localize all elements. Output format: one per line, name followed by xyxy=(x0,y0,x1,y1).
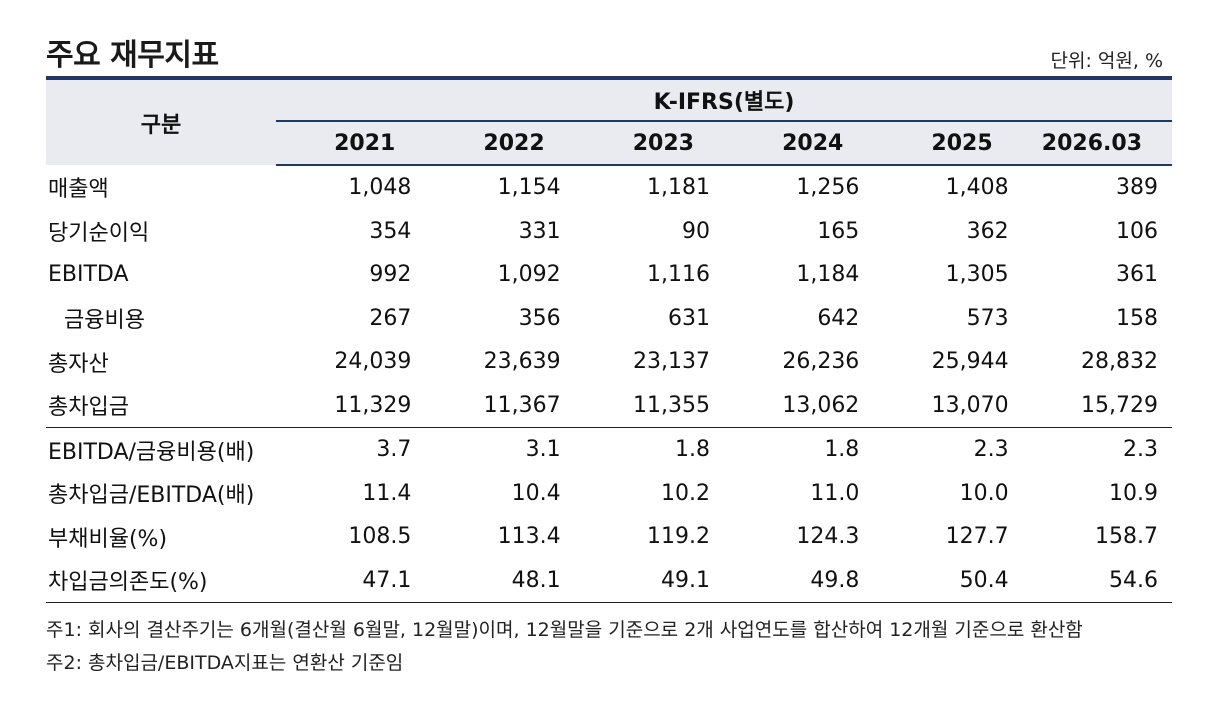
cell-value: 47.1 xyxy=(276,558,426,603)
cell-value: 50.4 xyxy=(873,558,1023,603)
table-row: 매출액 1,048 1,154 1,181 1,256 1,408 389 xyxy=(46,165,1172,210)
cell-value: 10.4 xyxy=(511,480,561,506)
cell-value: 1,181 xyxy=(647,175,710,201)
cell-value: 124.3 xyxy=(796,524,860,550)
row-label: 당기순이익 xyxy=(48,221,150,247)
table-row: 부채비율(%) 108.5 113.4 119.2 124.3 127.7 15… xyxy=(46,515,1172,559)
row-label: 금융비용 xyxy=(64,308,145,334)
cell-value: 106 xyxy=(1116,218,1158,244)
cell-value: 11,329 xyxy=(334,392,412,418)
cell-value: 158.7 xyxy=(1095,524,1158,550)
cell-value: 49.1 xyxy=(574,558,724,603)
table-row: 당기순이익 354 331 90 165 362 106 xyxy=(46,210,1172,254)
cell-value: 2.3 xyxy=(873,427,1023,472)
cell-value: 1,154 xyxy=(497,175,561,201)
table-row: 차입금의존도(%) 47.1 48.1 49.1 49.8 50.4 54.6 xyxy=(46,558,1172,603)
footnote: 주2: 총차입금/EBITDA지표는 연환산 기준임 xyxy=(46,652,404,674)
row-label: EBITDA xyxy=(48,262,129,288)
table-row: 총차입금 11,329 11,367 11,355 13,062 13,070 … xyxy=(46,384,1172,428)
cell-value: 13,070 xyxy=(931,392,1009,418)
cell-value: 389 xyxy=(1116,175,1158,201)
header-year: 2021 xyxy=(276,121,426,166)
row-label: 부채비율(%) xyxy=(48,526,168,552)
cell-value: 11,355 xyxy=(633,392,710,418)
row-label: 매출액 xyxy=(48,177,109,203)
cell-value: 26,236 xyxy=(782,349,860,375)
cell-value: 158 xyxy=(1116,305,1158,331)
cell-value: 1,408 xyxy=(945,175,1009,201)
footnotes: 주1: 회사의 결산주기는 6개월(결산월 6월말, 12월말)이며, 12월말… xyxy=(46,614,1083,680)
header-gubun: 구분 xyxy=(46,80,276,165)
header-year: 2026.03 xyxy=(1022,121,1172,166)
cell-value: 11,367 xyxy=(483,392,561,418)
financial-table: 구분 K-IFRS(별도) 2021 2022 2023 2024 2025 2… xyxy=(46,80,1172,603)
cell-value: 15,729 xyxy=(1081,392,1158,418)
cell-value: 354 xyxy=(369,218,412,244)
row-label: 차입금의존도(%) xyxy=(46,558,276,603)
cell-value: 1,256 xyxy=(796,175,860,201)
header-year: 2024 xyxy=(723,121,874,166)
cell-value: 127.7 xyxy=(945,524,1009,550)
header-group: K-IFRS(별도) xyxy=(276,80,1172,122)
cell-value: 25,944 xyxy=(931,349,1009,375)
cell-value: 28,832 xyxy=(1081,349,1158,375)
cell-value: 10.0 xyxy=(959,480,1009,506)
table-row: EBITDA 992 1,092 1,116 1,184 1,305 361 xyxy=(46,253,1172,297)
cell-value: 23,639 xyxy=(483,349,561,375)
cell-value: 642 xyxy=(817,305,860,331)
cell-value: 356 xyxy=(518,305,561,331)
cell-value: 165 xyxy=(817,218,860,244)
cell-value: 24,039 xyxy=(334,349,412,375)
cell-value: 1,092 xyxy=(497,262,561,288)
cell-value: 1,184 xyxy=(796,262,860,288)
cell-value: 362 xyxy=(966,218,1009,244)
header-top-rule xyxy=(46,76,1172,80)
table-row: EBITDA/금융비용(배) 3.7 3.1 1.8 1.8 2.3 2.3 xyxy=(46,427,1172,472)
unit-label: 단위: 억원, % xyxy=(1050,50,1164,72)
cell-value: 48.1 xyxy=(425,558,575,603)
cell-value: 90 xyxy=(681,218,710,244)
header-year: 2025 xyxy=(873,121,1023,166)
cell-value: 267 xyxy=(369,305,412,331)
cell-value: 13,062 xyxy=(782,392,860,418)
cell-value: 11.4 xyxy=(362,480,412,506)
cell-value: 1,116 xyxy=(647,262,710,288)
cell-value: 2.3 xyxy=(1022,427,1172,472)
header-year: 2022 xyxy=(425,121,575,166)
cell-value: 1.8 xyxy=(723,427,874,472)
table-row: 총차입금/EBITDA(배) 11.4 10.4 10.2 11.0 10.0 … xyxy=(46,472,1172,516)
footnote: 주1: 회사의 결산주기는 6개월(결산월 6월말, 12월말)이며, 12월말… xyxy=(46,619,1083,641)
cell-value: 49.8 xyxy=(723,558,874,603)
row-label: 총차입금/EBITDA(배) xyxy=(48,483,255,509)
cell-value: 11.0 xyxy=(810,480,860,506)
cell-value: 10.2 xyxy=(661,480,710,506)
cell-value: 23,137 xyxy=(633,349,710,375)
cell-value: 992 xyxy=(369,262,412,288)
row-label: 총차입금 xyxy=(48,395,129,421)
cell-value: 3.7 xyxy=(276,427,426,472)
cell-value: 10.9 xyxy=(1109,480,1158,506)
cell-value: 331 xyxy=(518,218,561,244)
cell-value: 108.5 xyxy=(348,524,412,550)
header-year: 2023 xyxy=(574,121,724,166)
cell-value: 573 xyxy=(966,305,1009,331)
cell-value: 631 xyxy=(667,305,710,331)
cell-value: 113.4 xyxy=(497,524,561,550)
cell-value: 361 xyxy=(1116,262,1158,288)
row-label: 총자산 xyxy=(48,351,109,377)
cell-value: 119.2 xyxy=(647,524,710,550)
table-row: 금융비용 267 356 631 642 573 158 xyxy=(46,297,1172,341)
cell-value: 54.6 xyxy=(1022,558,1172,603)
table-row: 총자산 24,039 23,639 23,137 26,236 25,944 2… xyxy=(46,340,1172,384)
cell-value: 3.1 xyxy=(425,427,575,472)
cell-value: 1,305 xyxy=(945,262,1009,288)
cell-value: 1.8 xyxy=(574,427,724,472)
page-title: 주요 재무지표 xyxy=(46,38,219,73)
cell-value: 1,048 xyxy=(348,175,412,201)
row-label: EBITDA/금융비용(배) xyxy=(46,427,276,472)
